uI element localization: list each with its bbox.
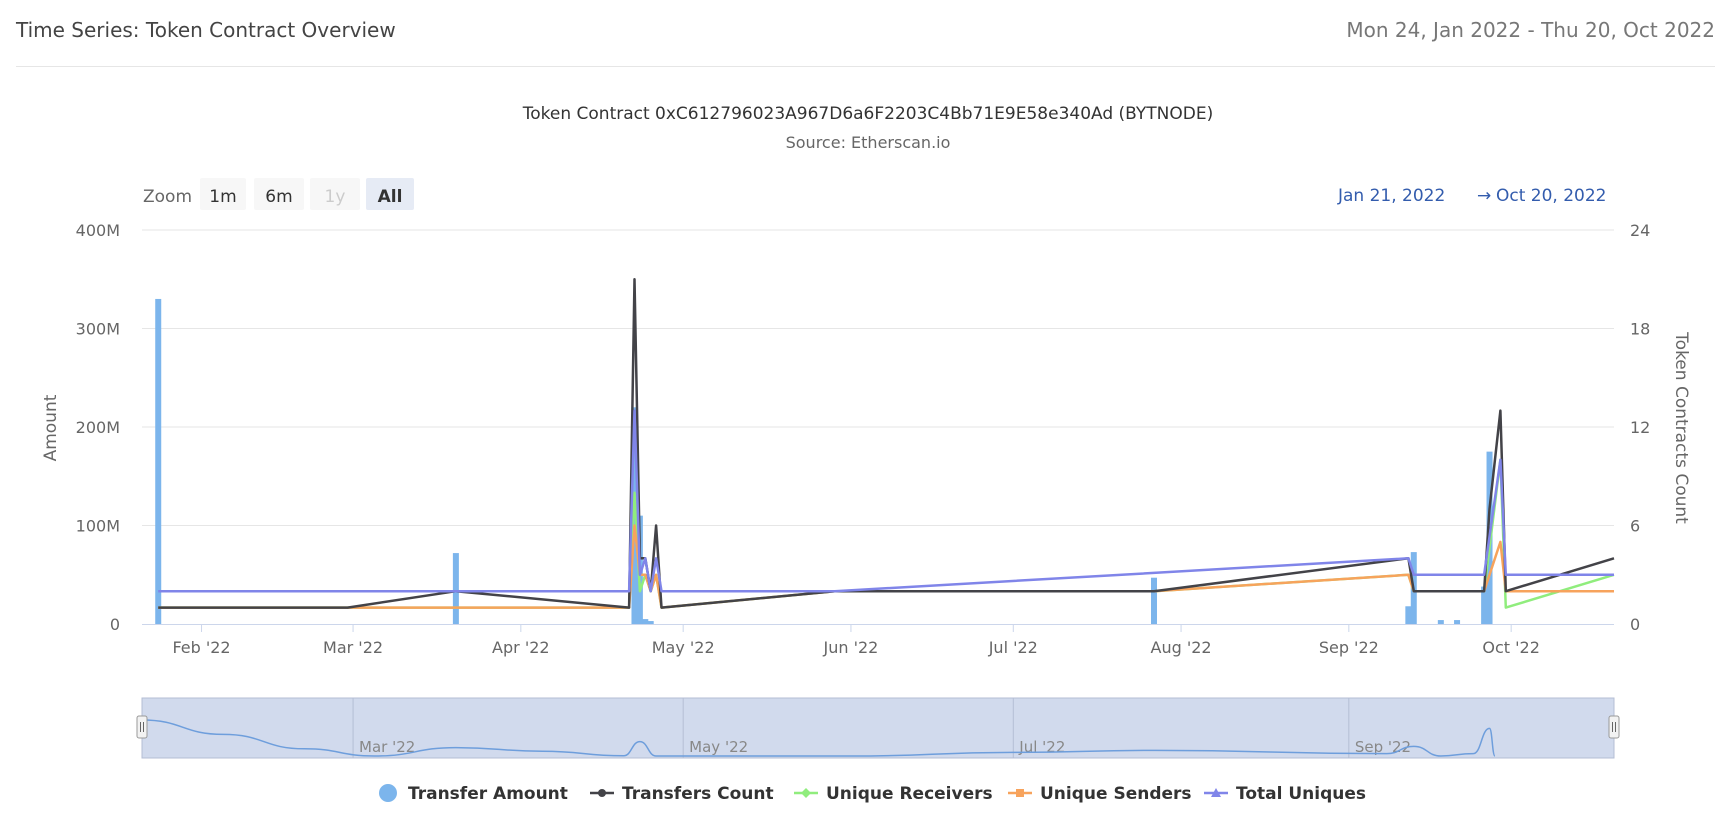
left-axis: 0 100M 200M 300M 400M	[76, 221, 120, 634]
zoom-button-label: All	[378, 187, 403, 207]
right-axis-tick-label: 12	[1630, 418, 1650, 437]
left-axis-tick-label: 300M	[76, 320, 120, 339]
zoom-button-all[interactable]: All	[366, 178, 414, 210]
x-axis: Feb '22 Mar '22 Apr '22 May '22 Jun '22 Jul '…	[142, 624, 1614, 657]
legend-item-unique-senders[interactable]: Unique Senders	[1008, 784, 1192, 804]
navigator[interactable]: Mar '22 May '22 Jul '22 Sep '22	[136, 697, 1620, 759]
x-axis-tick-label: Feb '22	[172, 638, 230, 657]
chart-title: Token Contract 0xC612796023A967D6a6F2203…	[522, 104, 1213, 124]
navigator-label: Mar '22	[359, 738, 415, 756]
legend-symbol	[379, 784, 397, 802]
navigator-series-line	[141, 719, 1496, 757]
unique-receivers-line	[158, 458, 1615, 609]
transfer-amount-bar	[155, 298, 162, 624]
right-axis: 0 6 12 18 24	[1630, 221, 1650, 634]
navigator-handle-right[interactable]	[1608, 715, 1620, 739]
zoom-button-1m[interactable]: 1m	[200, 178, 246, 210]
x-axis-tick-label: Jul '22	[988, 638, 1038, 657]
legend-item-total-uniques[interactable]: Total Uniques	[1204, 784, 1366, 804]
right-axis-title: Token Contracts Count	[1671, 331, 1691, 524]
left-axis-tick-label: 100M	[76, 517, 120, 536]
handle-body	[1608, 715, 1620, 739]
legend-symbol	[801, 788, 811, 798]
transfer-amount-bar	[642, 619, 649, 624]
zoom-button-bg	[254, 178, 304, 210]
transfer-amount-bar	[1151, 577, 1157, 624]
legend-label: Transfer Amount	[408, 784, 568, 804]
page-header: Time Series: Token Contract Overview Mon…	[16, 0, 1715, 67]
zoom-button-6m[interactable]: 6m	[254, 178, 304, 210]
legend-label: Unique Senders	[1040, 784, 1192, 804]
unique-senders-line	[158, 524, 1614, 609]
transfer-amount-bar	[1454, 620, 1461, 624]
left-axis-title: Amount	[41, 394, 61, 461]
chart-subtitle: Source: Etherscan.io	[786, 133, 951, 152]
x-axis-tick-label: Sep '22	[1319, 638, 1379, 657]
zoom-label: Zoom	[143, 187, 192, 207]
range-from-label[interactable]: Jan 21, 2022	[1337, 186, 1445, 206]
transfer-amount-bar	[647, 621, 654, 624]
right-axis-tick-label: 0	[1630, 615, 1640, 634]
transfer-amount-bar	[452, 553, 459, 624]
handle-body	[136, 715, 148, 739]
x-axis-tick-label: Oct '22	[1482, 638, 1540, 657]
legend-label: Total Uniques	[1236, 784, 1366, 804]
series-lines	[158, 278, 1615, 609]
navigator-handle-left[interactable]	[136, 715, 148, 739]
zoom-button-bg	[310, 178, 360, 210]
transfers-count-line	[158, 278, 1615, 609]
legend: Transfer Amount Transfers Count Unique Rec…	[379, 784, 1366, 804]
navigator-mask	[142, 698, 1614, 758]
total-uniques-line	[158, 409, 1614, 593]
x-axis-tick-label: Apr '22	[492, 638, 550, 657]
left-axis-tick-label: 400M	[76, 221, 120, 240]
range-to-label[interactable]: Oct 20, 2022	[1496, 186, 1607, 206]
zoom-button-label: 1m	[209, 187, 236, 207]
legend-item-unique-receivers[interactable]: Unique Receivers	[794, 784, 993, 804]
legend-label: Transfers Count	[622, 784, 774, 804]
x-axis-tick-label: Aug '22	[1151, 638, 1212, 657]
transfer-amount-bar	[1437, 620, 1444, 624]
legend-item-transfers-count[interactable]: Transfers Count	[590, 784, 774, 804]
navigator-label: Jul '22	[1018, 738, 1065, 756]
zoom-button-1y[interactable]: 1y	[310, 178, 360, 210]
navigator-label: May '22	[689, 738, 748, 756]
legend-symbol	[1016, 789, 1024, 797]
right-axis-tick-label: 24	[1630, 221, 1650, 240]
page-title: Time Series: Token Contract Overview	[16, 18, 396, 42]
legend-symbol	[1211, 788, 1221, 797]
left-axis-tick-label: 0	[110, 615, 120, 634]
x-axis-tick-label: Mar '22	[323, 638, 383, 657]
grid-lines	[142, 229, 1614, 526]
date-range-label: Mon 24, Jan 2022 - Thu 20, Oct 2022	[1346, 18, 1715, 42]
range-arrow: →	[1477, 186, 1491, 206]
legend-symbol	[598, 789, 606, 797]
zoom-button-bg	[366, 178, 414, 210]
transfer-amount-bars	[155, 298, 1493, 624]
right-axis-tick-label: 18	[1630, 320, 1650, 339]
left-axis-tick-label: 200M	[76, 418, 120, 437]
transfer-amount-bar	[1481, 586, 1488, 624]
x-axis-tick-label: Jun '22	[823, 638, 879, 657]
x-axis-tick-label: May '22	[652, 638, 715, 657]
right-axis-tick-label: 6	[1630, 517, 1640, 536]
zoom-button-bg	[200, 178, 246, 210]
zoom-button-label: 1y	[325, 187, 346, 207]
legend-label: Unique Receivers	[826, 784, 993, 804]
transfer-amount-bar	[1405, 606, 1412, 624]
zoom-button-label: 6m	[265, 187, 292, 207]
legend-item-transfer-amount[interactable]: Transfer Amount	[379, 784, 568, 804]
range-selector: Zoom 1m 6m 1y All Jan 21, 2022 → Oct 20, 20…	[143, 178, 1607, 210]
